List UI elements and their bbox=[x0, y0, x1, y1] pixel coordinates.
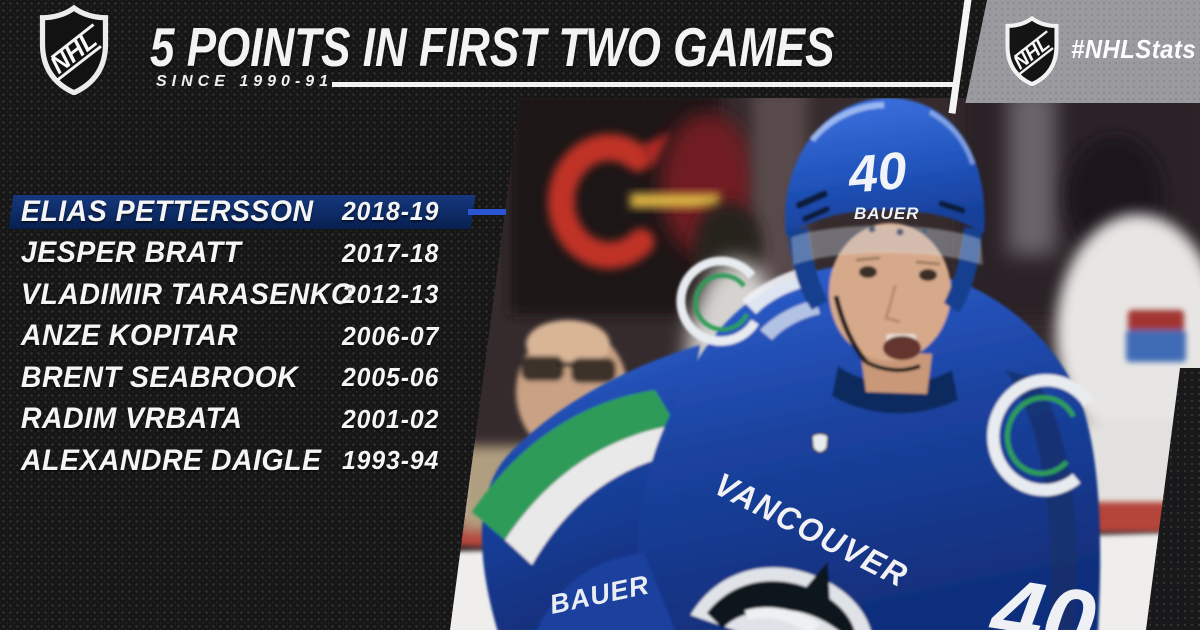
headline: 5 POINTS IN FIRST TWO GAMES bbox=[150, 16, 835, 78]
list-item: BRENT SEABROOK 2005-06 bbox=[0, 357, 480, 399]
subheadline: SINCE 1990-91 bbox=[156, 73, 334, 90]
player-season: 2006-07 bbox=[342, 320, 440, 351]
nhl-logo-small: NHL bbox=[1005, 16, 1059, 86]
list-item: RADIM VRBATA 2001-02 bbox=[0, 399, 480, 441]
helmet-brand: BAUER bbox=[854, 204, 919, 223]
player-name: VLADIMIR TARASENKO bbox=[20, 277, 354, 311]
stats-hashtag: #NHLStats bbox=[1071, 34, 1197, 64]
corner-band bbox=[1146, 368, 1200, 630]
player-season-list: ELIAS PETTERSSON 2018-19 JESPER BRATT 20… bbox=[0, 191, 480, 482]
player-season: 2018-19 bbox=[342, 196, 440, 227]
player-name: ELIAS PETTERSSON bbox=[20, 194, 314, 228]
player-name: ALEXANDRE DAIGLE bbox=[20, 443, 322, 477]
nhl-logo: NHL bbox=[39, 5, 109, 95]
list-item: ALEXANDRE DAIGLE 1993-94 bbox=[0, 440, 480, 482]
player-season: 2012-13 bbox=[342, 279, 440, 310]
athlete bbox=[472, 98, 1101, 630]
helmet-number: 40 bbox=[845, 142, 909, 205]
list-item: VLADIMIR TARASENKO 2012-13 bbox=[0, 274, 480, 316]
hashtag-banner: NHL #NHLStats bbox=[965, 0, 1200, 103]
player-season: 2001-02 bbox=[342, 403, 440, 434]
player-name: RADIM VRBATA bbox=[20, 402, 243, 436]
player-season: 2005-06 bbox=[342, 362, 440, 393]
highlight-pointer-line bbox=[468, 209, 506, 215]
list-item: JESPER BRATT 2017-18 bbox=[0, 233, 480, 275]
player-season: 2017-18 bbox=[342, 237, 440, 268]
player-name: BRENT SEABROOK bbox=[20, 360, 299, 394]
player-name: ANZE KOPITAR bbox=[20, 319, 239, 353]
list-item: ELIAS PETTERSSON 2018-19 bbox=[0, 191, 480, 233]
arena-stripe bbox=[630, 193, 720, 208]
underline-rule bbox=[332, 82, 958, 87]
flames-logo bbox=[547, 133, 655, 269]
player-name: JESPER BRATT bbox=[20, 236, 242, 270]
list-item: ANZE KOPITAR 2006-07 bbox=[0, 316, 480, 358]
player-season: 1993-94 bbox=[342, 445, 440, 476]
